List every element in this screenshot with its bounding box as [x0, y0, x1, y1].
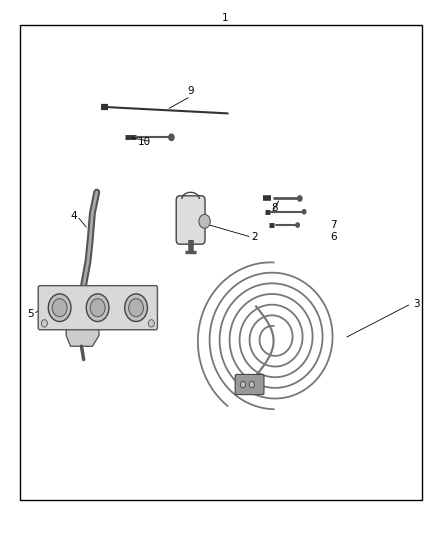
FancyBboxPatch shape: [235, 374, 264, 394]
Bar: [20, 25, 422, 500]
Text: 6: 6: [330, 232, 337, 243]
Circle shape: [302, 209, 306, 214]
Circle shape: [125, 294, 148, 321]
Circle shape: [249, 381, 254, 387]
Text: 10: 10: [138, 136, 151, 147]
Circle shape: [148, 320, 154, 327]
Circle shape: [296, 223, 299, 227]
Circle shape: [41, 320, 47, 327]
FancyBboxPatch shape: [38, 286, 157, 330]
Text: 1: 1: [222, 13, 229, 23]
FancyBboxPatch shape: [176, 196, 205, 244]
Polygon shape: [66, 298, 99, 346]
Text: 8: 8: [272, 203, 278, 213]
Text: 4: 4: [71, 211, 77, 221]
Text: 5: 5: [27, 309, 33, 319]
Circle shape: [90, 298, 105, 317]
Circle shape: [297, 196, 302, 201]
Text: 2: 2: [252, 232, 258, 243]
Circle shape: [52, 298, 67, 317]
Text: 9: 9: [187, 86, 194, 96]
Circle shape: [240, 381, 246, 387]
Text: 3: 3: [413, 298, 420, 309]
Circle shape: [169, 134, 174, 141]
Circle shape: [129, 298, 144, 317]
Circle shape: [48, 294, 71, 321]
Circle shape: [199, 214, 210, 228]
Text: 7: 7: [330, 220, 337, 230]
Circle shape: [86, 294, 109, 321]
